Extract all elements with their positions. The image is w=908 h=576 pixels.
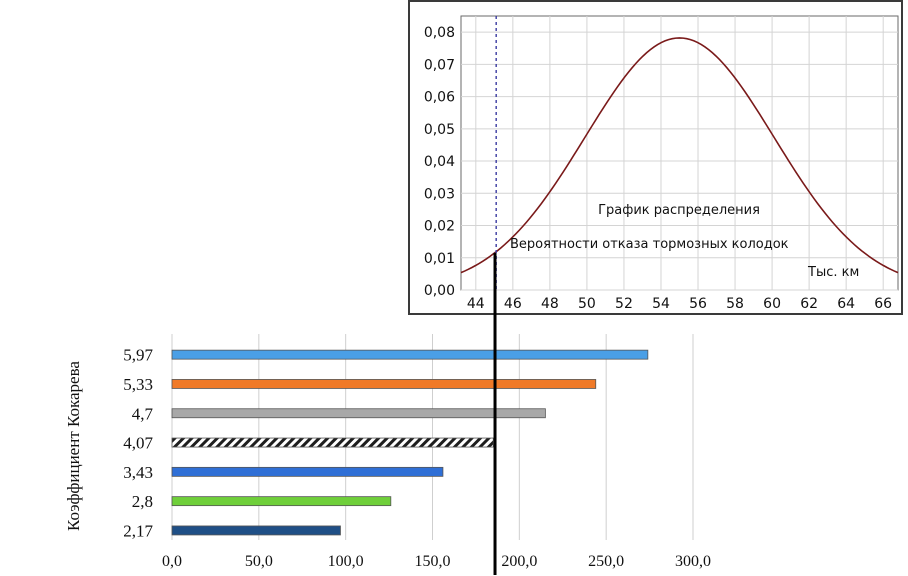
bar: [171, 437, 494, 448]
inset-y-tick-label: 0,05: [424, 122, 455, 138]
bar: [171, 349, 649, 360]
main-bars: [171, 349, 649, 536]
inset-x-tick-label: 44: [467, 296, 485, 312]
inset-title-line2: Вероятности отказа тормозных колодок: [510, 237, 789, 252]
inset-x-tick-label: 66: [874, 296, 892, 312]
main-x-tick-label: 50,0: [245, 553, 273, 570]
inset-x-tick-label: 52: [615, 296, 633, 312]
inset-y-tick-label: 0,00: [424, 283, 455, 299]
category-label: 2,8: [132, 492, 153, 511]
category-label: 5,33: [123, 375, 153, 394]
main-y-axis-label: Коэффициент Кокарева: [64, 361, 83, 531]
inset-x-axis-ticks: 44 46 48 50 52 54 56 58 60 62 64 66: [467, 296, 892, 312]
inset-y-tick-label: 0,02: [424, 219, 455, 235]
bar: [171, 379, 597, 389]
main-x-axis-ticks: 0,0 50,0 100,0 150,0 200,0 250,0 300,0: [162, 553, 711, 570]
main-x-tick-label: 200,0: [501, 553, 537, 570]
bar: [171, 525, 341, 536]
inset-plot-area: [460, 15, 899, 291]
category-label: 3,43: [123, 463, 153, 482]
main-x-tick-label: 100,0: [328, 553, 364, 570]
inset-x-tick-label: 56: [689, 296, 707, 312]
bar: [171, 496, 392, 507]
inset-x-tick-label: 46: [504, 296, 522, 312]
inset-y-tick-label: 0,06: [424, 90, 455, 106]
main-x-tick-label: 150,0: [415, 553, 451, 570]
main-x-tick-label: 0,0: [162, 553, 182, 570]
inset-y-axis-ticks: 0,00 0,01 0,02 0,03 0,04 0,05 0,06 0,07 0,08: [424, 25, 455, 299]
inset-x-tick-label: 58: [726, 296, 744, 312]
inset-y-tick-label: 0,04: [424, 154, 455, 170]
inset-title-line1: График распределения: [598, 203, 760, 218]
inset-y-tick-label: 0,03: [424, 186, 455, 202]
inset-y-tick-label: 0,01: [424, 251, 455, 267]
main-category-labels: 5,97 5,33 4,7 4,07 3,43 2,8 2,17: [123, 346, 153, 541]
category-label: 5,97: [123, 346, 153, 365]
inset-x-tick-label: 64: [837, 296, 855, 312]
bar: [171, 466, 444, 477]
inset-x-tick-label: 50: [578, 296, 596, 312]
inset-grid: [461, 16, 898, 291]
main-grid: [171, 334, 694, 540]
category-label: 2,17: [123, 521, 153, 540]
inset-x-tick-label: 54: [652, 296, 670, 312]
inset-x-tick-label: 60: [763, 296, 781, 312]
category-label: 4,07: [123, 434, 153, 453]
bar: [171, 408, 546, 419]
inset-y-tick-label: 0,08: [424, 25, 455, 41]
inset-curve-group: [460, 37, 899, 274]
inset-unit-label: Тыс. км: [807, 265, 859, 280]
main-x-tick-label: 250,0: [588, 553, 624, 570]
inset-x-tick-label: 48: [541, 296, 559, 312]
main-x-tick-label: 300,0: [675, 553, 711, 570]
category-label: 4,7: [132, 404, 154, 423]
inset-distribution-curve: [460, 37, 899, 274]
inset-x-tick-label: 62: [800, 296, 818, 312]
inset-y-tick-label: 0,07: [424, 57, 455, 73]
